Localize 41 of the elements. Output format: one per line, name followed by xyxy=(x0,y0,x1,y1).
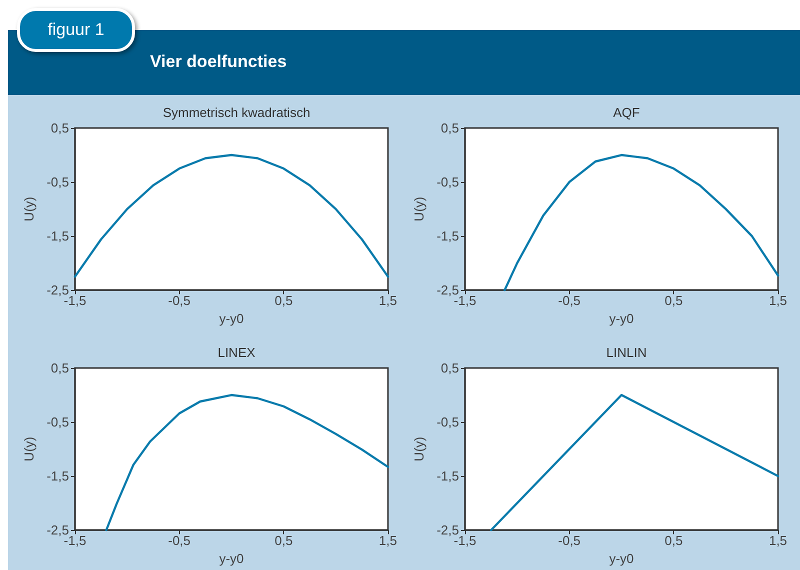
y-tick-label: -1,5 xyxy=(46,468,69,484)
y-tick-label: -0,5 xyxy=(46,414,69,430)
x-tick-label: 0,5 xyxy=(274,533,293,548)
y-tick-label: 0,5 xyxy=(440,360,459,376)
chart-title: LINLIN xyxy=(606,345,647,360)
x-tick-label: 1,5 xyxy=(378,533,398,548)
x-tick-label: -0,5 xyxy=(168,293,191,308)
text: Vier doelfuncties xyxy=(150,52,287,72)
line-series xyxy=(105,394,390,532)
y-tick-label: -0,5 xyxy=(436,414,459,430)
x-tick-label: -0,5 xyxy=(558,533,581,548)
y-tick-label: -1,5 xyxy=(436,228,459,244)
y-tick-label: -1,5 xyxy=(436,468,459,484)
y-tick-label: -0,5 xyxy=(436,174,459,190)
x-tick-label: 1,5 xyxy=(768,533,788,548)
y-axis-title: U(y) xyxy=(412,436,427,462)
x-tick-label: -0,5 xyxy=(558,293,581,308)
x-tick-label: 1,5 xyxy=(378,293,398,308)
x-axis-title: y-y0 xyxy=(219,311,244,326)
chart-title: Symmetrisch kwadratisch xyxy=(162,105,310,120)
x-axis-title: y-y0 xyxy=(609,551,634,566)
x-tick-label: 1,5 xyxy=(768,293,788,308)
line-series xyxy=(74,154,390,278)
y-axis-title: U(y) xyxy=(412,196,427,222)
y-tick-label: -0,5 xyxy=(46,174,69,190)
x-tick-label: 0,5 xyxy=(664,293,683,308)
y-axis-title: U(y) xyxy=(22,196,37,222)
y-tick-label: -1,5 xyxy=(46,228,69,244)
text: figuur 1 xyxy=(17,8,135,52)
line-series xyxy=(504,154,780,292)
x-tick-label: 0,5 xyxy=(664,533,683,548)
y-tick-label: 0,5 xyxy=(50,120,69,136)
chart-title: LINEX xyxy=(218,345,256,360)
x-axis-title: y-y0 xyxy=(219,551,244,566)
y-tick-label: 0,5 xyxy=(440,120,459,136)
x-tick-label: -0,5 xyxy=(168,533,191,548)
x-axis-title: y-y0 xyxy=(609,311,634,326)
chart-title: AQF xyxy=(613,105,640,120)
y-axis-title: U(y) xyxy=(22,436,37,462)
y-tick-label: 0,5 xyxy=(50,360,69,376)
x-tick-label: 0,5 xyxy=(274,293,293,308)
